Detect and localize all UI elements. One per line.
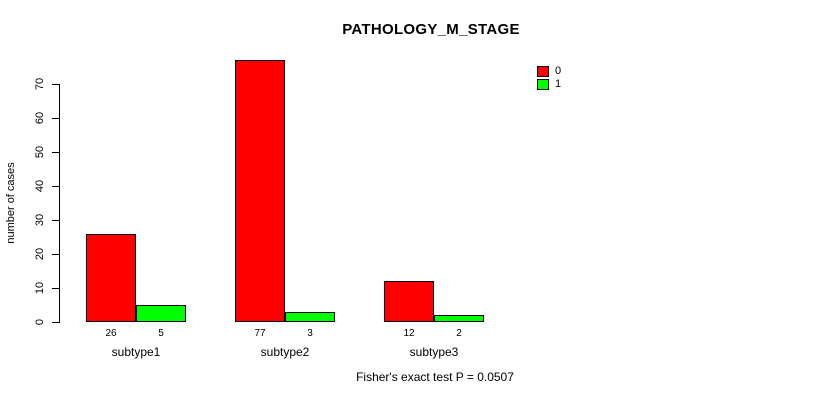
bar-subtype3-series-0 — [384, 281, 434, 322]
y-axis-tick — [52, 321, 60, 323]
legend-label: 1 — [555, 78, 562, 90]
bar-value-label: 5 — [158, 328, 164, 339]
bar-subtype1-series-1 — [136, 305, 186, 322]
legend-swatch — [537, 79, 549, 90]
bar-value-label: 2 — [456, 328, 462, 339]
bar-value-label: 77 — [254, 328, 266, 339]
y-axis-tick — [52, 117, 60, 119]
y-axis-tick — [52, 253, 60, 255]
y-axis-tick — [52, 83, 60, 85]
bar-subtype2-series-0 — [235, 60, 285, 322]
y-axis-tick-label: 30 — [34, 213, 46, 227]
y-axis-tick — [52, 219, 60, 221]
bar-value-label: 26 — [105, 328, 117, 339]
y-axis-tick-label: 40 — [34, 179, 46, 193]
y-axis-tick-label: 50 — [34, 145, 46, 159]
category-label-subtype1: subtype1 — [111, 345, 161, 359]
y-axis-tick — [52, 151, 60, 153]
chart-title: PATHOLOGY_M_STAGE — [342, 21, 520, 38]
legend-row: 1 — [537, 78, 561, 91]
statistical-test-note: Fisher's exact test P = 0.0507 — [356, 370, 514, 384]
y-axis-tick-label: 20 — [34, 247, 46, 261]
bar-subtype2-series-1 — [285, 312, 335, 322]
y-axis-tick-label: 60 — [34, 111, 46, 125]
y-axis-tick-label: 10 — [34, 281, 46, 295]
y-axis-line — [59, 84, 60, 323]
legend-label: 0 — [555, 65, 562, 77]
bar-subtype1-series-0 — [86, 234, 136, 322]
category-label-subtype2: subtype2 — [260, 345, 310, 359]
y-axis-tick-label: 70 — [34, 77, 46, 91]
legend-row: 0 — [537, 65, 561, 78]
y-axis-tick-label: 0 — [34, 318, 46, 326]
bar-subtype3-series-1 — [434, 315, 484, 322]
category-label-subtype3: subtype3 — [409, 345, 459, 359]
legend-swatch — [537, 66, 549, 77]
y-axis-tick — [52, 287, 60, 289]
bar-value-label: 3 — [307, 328, 313, 339]
bar-value-label: 12 — [403, 328, 415, 339]
y-axis-tick — [52, 185, 60, 187]
